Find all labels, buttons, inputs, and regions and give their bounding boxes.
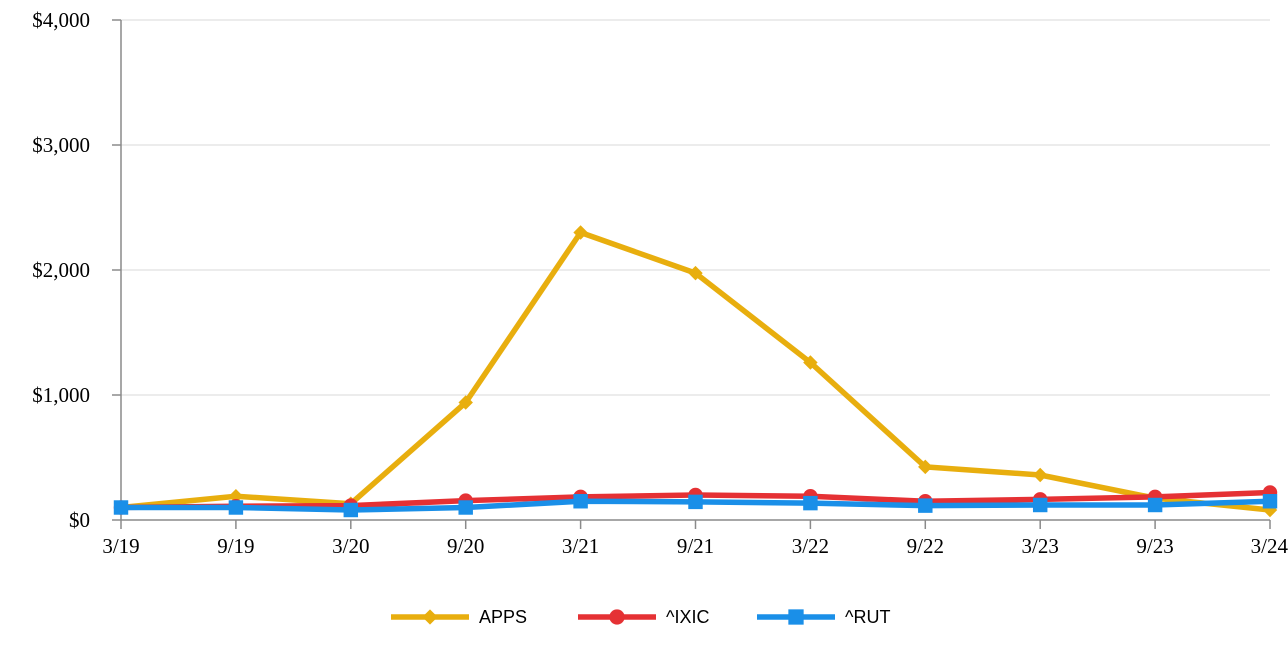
legend-item-rut: ^RUT: [757, 607, 890, 627]
y-tick-label: $3,000: [32, 133, 90, 157]
x-tick-label: 9/19: [217, 534, 254, 558]
data-point-apps: [1262, 502, 1278, 518]
data-point-apps: [458, 395, 473, 410]
x-tick-label: 3/22: [792, 534, 829, 558]
series-layer: [113, 225, 1278, 518]
data-point-rut: [113, 500, 129, 515]
data-point-apps: [688, 265, 703, 281]
x-tick-label: 9/22: [907, 534, 944, 558]
legend-marker: [788, 609, 804, 625]
gridlines: [121, 19, 1270, 396]
axes: [112, 19, 1271, 529]
y-tick-label: $2,000: [32, 258, 90, 282]
x-tick-label: 3/23: [1022, 534, 1059, 558]
legend-item-ixic: ^IXIC: [578, 607, 709, 627]
y-tick-label: $0: [69, 508, 90, 532]
x-tick-label: 3/24: [1251, 534, 1288, 558]
data-point-rut: [343, 502, 359, 518]
x-tick-label: 9/23: [1136, 534, 1173, 558]
data-point-apps: [918, 459, 933, 475]
data-point-rut: [228, 500, 244, 515]
legend-label: ^IXIC: [666, 607, 709, 627]
data-point-rut: [573, 494, 588, 509]
data-point-rut: [918, 498, 933, 513]
series-apps: [113, 225, 1278, 518]
x-tick-label: 9/20: [447, 534, 484, 558]
legend-marker: [609, 609, 625, 625]
data-point-rut: [688, 494, 703, 510]
data-point-rut: [803, 495, 818, 511]
data-point-apps: [1032, 467, 1048, 483]
legend: APPS ^IXIC ^RUT: [391, 607, 890, 627]
data-point-rut: [1262, 494, 1278, 509]
x-tick-label: 3/21: [562, 534, 599, 558]
x-tick-label: 3/20: [332, 534, 369, 558]
data-point-apps: [803, 355, 818, 370]
x-tick-labels: 3/19 9/19 3/20 9/20 3/21 9/21 3/22 9/22 3/23 9/23…: [102, 534, 1288, 558]
series-rut: [113, 494, 1278, 518]
data-point-apps: [228, 489, 244, 504]
legend-label: APPS: [479, 607, 527, 627]
y-tick-label: $4,000: [32, 8, 90, 32]
data-point-rut: [1147, 497, 1163, 513]
x-tick-label: 3/19: [102, 534, 139, 558]
legend-item-apps: APPS: [391, 607, 527, 627]
legend-marker: [422, 609, 438, 625]
legend-label: ^RUT: [845, 607, 890, 627]
data-point-rut: [458, 500, 473, 515]
y-tick-labels: $0 $1,000 $2,000 $3,000 $4,000: [32, 8, 90, 532]
data-point-rut: [1032, 497, 1048, 513]
x-tick-label: 9/21: [677, 534, 714, 558]
y-tick-label: $1,000: [32, 383, 90, 407]
data-point-apps: [573, 225, 588, 240]
